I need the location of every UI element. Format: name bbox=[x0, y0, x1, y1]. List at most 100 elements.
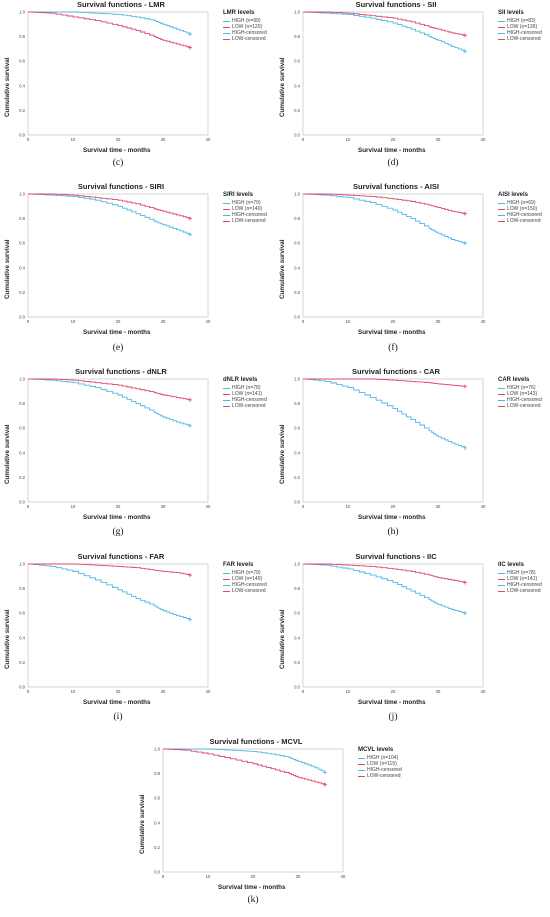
low-survival-curve bbox=[303, 193, 466, 214]
line-swatch-icon bbox=[498, 393, 505, 395]
x-tick-label: 30 bbox=[436, 319, 441, 324]
km-plot: 0.0 0.2 0.4 0.6 0.8 1.0 0 10 20 30 40 bbox=[19, 562, 211, 695]
censor-mark bbox=[188, 397, 192, 402]
legend-item: HIGH (n=78) bbox=[498, 570, 542, 576]
censor-mark bbox=[463, 211, 467, 216]
y-tick-label: 0.4 bbox=[19, 83, 25, 88]
legend-item: HIGH-censored bbox=[358, 767, 402, 773]
panel-caption: (i) bbox=[113, 712, 123, 722]
legend-label: HIGH (n=79) bbox=[232, 200, 261, 206]
x-tick-label: 20 bbox=[391, 504, 396, 509]
km-plot: 0.0 0.2 0.4 0.6 0.8 1.0 0 10 20 30 40 bbox=[19, 10, 211, 143]
line-swatch-icon bbox=[498, 26, 505, 28]
legend: SIRI levels HIGH (n=79) LOW (n=140) HIGH-ce… bbox=[223, 192, 267, 224]
legend-item: LOW-censored bbox=[223, 588, 267, 594]
plot-frame bbox=[27, 193, 209, 318]
legend-label: LOW (n=140) bbox=[232, 576, 263, 582]
high-survival-curve bbox=[303, 193, 466, 244]
x-tick-label: 0 bbox=[302, 137, 305, 142]
censor-mark bbox=[463, 445, 467, 450]
km-plot: 0.0 0.2 0.4 0.6 0.8 1.0 0 10 20 30 40 bbox=[154, 747, 346, 880]
x-tick-label: 40 bbox=[481, 137, 486, 142]
legend-item: HIGH (n=76) bbox=[498, 385, 542, 391]
line-swatch-icon bbox=[223, 387, 230, 389]
x-tick-label: 40 bbox=[481, 504, 486, 509]
y-tick-label: 0.8 bbox=[294, 586, 300, 591]
legend-label: HIGH-censored bbox=[507, 30, 542, 36]
legend-item: LOW (n=136) bbox=[498, 24, 542, 30]
censor-mark bbox=[463, 33, 467, 38]
y-tick-label: 1.0 bbox=[294, 192, 300, 197]
y-tick-label: 0.8 bbox=[19, 216, 25, 221]
legend-label: LOW (n=141) bbox=[232, 391, 263, 397]
legend-title: LMR levels bbox=[223, 10, 255, 16]
legend-title: FAR levels bbox=[223, 562, 254, 568]
legend-item: HIGH-censored bbox=[498, 30, 542, 36]
line-swatch-icon bbox=[498, 572, 505, 574]
x-tick-label: 10 bbox=[71, 319, 76, 324]
censor-mark bbox=[463, 611, 467, 616]
low-survival-curve bbox=[28, 563, 191, 576]
x-tick-label: 30 bbox=[296, 874, 301, 879]
legend-item: HIGH (n=79) bbox=[223, 570, 267, 576]
legend: IIC levels HIGH (n=78) LOW (n=141) HIGH-cen… bbox=[498, 562, 542, 594]
legend-title: SII levels bbox=[498, 10, 524, 16]
y-tick-label: 0.0 bbox=[19, 315, 25, 320]
censor-mark bbox=[463, 49, 467, 54]
x-tick-label: 40 bbox=[206, 137, 211, 142]
legend-item: LOW-censored bbox=[223, 36, 267, 42]
legend: dNLR levels HIGH (n=78) LOW (n=141) HIGH-ce… bbox=[223, 377, 267, 409]
legend-item: HIGH-censored bbox=[223, 582, 267, 588]
line-swatch-icon bbox=[498, 578, 505, 580]
y-tick-label: 0.6 bbox=[294, 59, 300, 64]
censor-swatch-icon bbox=[498, 214, 505, 216]
legend-label: HIGH-censored bbox=[507, 397, 542, 403]
x-tick-label: 10 bbox=[346, 689, 351, 694]
legend-item: LOW-censored bbox=[223, 403, 267, 409]
legend: SII levels HIGH (n=83) LOW (n=136) HIGH-cen… bbox=[498, 10, 542, 42]
x-tick-label: 0 bbox=[162, 874, 165, 879]
y-tick-label: 0.6 bbox=[294, 426, 300, 431]
y-tick-label: 0.4 bbox=[294, 265, 300, 270]
legend-label: HIGH (n=79) bbox=[232, 570, 261, 576]
km-panel: Survival functions - CAR Cumulative survi… bbox=[275, 367, 545, 547]
y-tick-label: 0.2 bbox=[294, 290, 300, 295]
legend-label: LOW-censored bbox=[232, 403, 266, 409]
x-axis-label: Survival time - months bbox=[83, 147, 151, 154]
low-survival-curve bbox=[163, 748, 326, 785]
legend-item: LOW (n=143) bbox=[498, 391, 542, 397]
legend-label: HIGH-censored bbox=[507, 212, 542, 218]
chart-title: Survival functions - FAR bbox=[77, 552, 165, 561]
high-survival-curve bbox=[28, 193, 191, 235]
legend-item: HIGH (n=69) bbox=[498, 200, 542, 206]
legend-label: LOW (n=120) bbox=[232, 24, 263, 30]
legend-item: HIGH (n=78) bbox=[223, 385, 267, 391]
km-plot: 0.0 0.2 0.4 0.6 0.8 1.0 0 10 20 30 40 bbox=[19, 377, 211, 510]
y-tick-label: 0.2 bbox=[294, 475, 300, 480]
legend-label: LOW (n=150) bbox=[507, 206, 538, 212]
legend-label: LOW-censored bbox=[507, 218, 541, 224]
line-swatch-icon bbox=[223, 572, 230, 574]
x-tick-label: 10 bbox=[346, 319, 351, 324]
x-tick-label: 30 bbox=[436, 137, 441, 142]
km-panel: Survival functions - dNLR Cumulative surv… bbox=[0, 367, 270, 547]
y-tick-label: 1.0 bbox=[19, 377, 25, 382]
legend-item: LOW (n=140) bbox=[223, 206, 267, 212]
legend-title: IIC levels bbox=[498, 562, 525, 568]
y-tick-label: 1.0 bbox=[294, 562, 300, 567]
x-tick-label: 0 bbox=[302, 319, 305, 324]
censor-swatch-icon bbox=[498, 220, 505, 222]
censor-swatch-icon bbox=[358, 775, 365, 777]
high-survival-curve bbox=[28, 378, 191, 426]
censor-swatch-icon bbox=[223, 399, 230, 401]
legend-item: HIGH-censored bbox=[223, 30, 267, 36]
y-tick-label: 1.0 bbox=[19, 562, 25, 567]
legend-label: LOW-censored bbox=[507, 588, 541, 594]
legend-item: HIGH-censored bbox=[498, 212, 542, 218]
line-swatch-icon bbox=[498, 387, 505, 389]
low-survival-curve bbox=[28, 11, 191, 48]
y-tick-label: 0.4 bbox=[154, 820, 160, 825]
x-axis-label: Survival time - months bbox=[218, 884, 286, 891]
x-tick-label: 20 bbox=[116, 689, 121, 694]
y-tick-label: 0.4 bbox=[19, 450, 25, 455]
